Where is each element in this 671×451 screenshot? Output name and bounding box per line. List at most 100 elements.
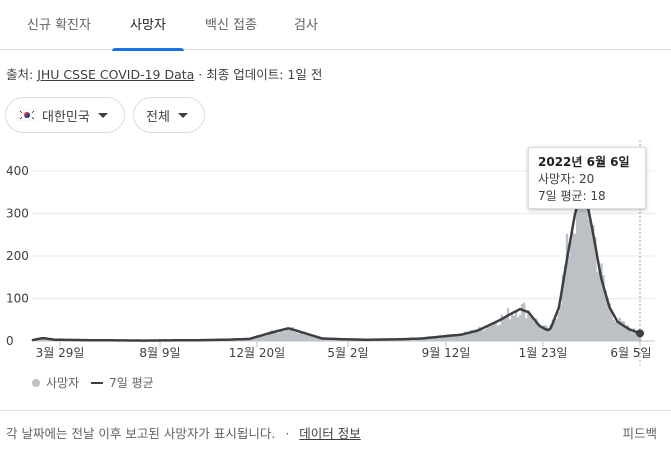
daily-deaths-bar	[626, 325, 630, 341]
daily-deaths-bar	[41, 338, 44, 341]
daily-deaths-bar	[291, 326, 294, 341]
daily-deaths-bar	[590, 229, 593, 341]
hover-point	[636, 329, 644, 338]
tooltip-date: 2022년 6월 6일	[538, 155, 630, 169]
y-tick-label: 400	[6, 164, 29, 178]
range-selector[interactable]: 전체	[133, 97, 205, 133]
legend-average: 7일 평균	[109, 376, 154, 390]
daily-deaths-bar	[270, 330, 274, 341]
daily-deaths-bar	[561, 274, 565, 341]
daily-deaths-bar	[462, 334, 465, 341]
y-tick-label: 0	[6, 334, 14, 348]
daily-deaths-bar	[614, 321, 617, 341]
daily-deaths-bar	[317, 336, 321, 341]
daily-deaths-bar	[287, 329, 290, 341]
daily-deaths-bar	[537, 323, 540, 341]
daily-deaths-bar	[573, 233, 577, 341]
daily-deaths-bar	[486, 325, 489, 341]
deaths-chart[interactable]: 0 100 200 300 400 3월 29일 8월 9일 12월 20일 5월 2일 9월 …	[0, 140, 671, 365]
daily-deaths-bar	[488, 326, 491, 341]
daily-deaths-bar	[577, 158, 581, 341]
daily-deaths-bar	[445, 334, 449, 341]
daily-deaths-bar	[425, 337, 428, 341]
daily-deaths-bar	[281, 329, 284, 341]
daily-deaths-bar	[602, 275, 605, 341]
daily-deaths-bar	[508, 319, 512, 341]
tab-vaccination[interactable]: 백신 접종	[205, 18, 257, 33]
daily-deaths-bar	[423, 338, 426, 341]
daily-deaths-bar	[547, 330, 550, 341]
x-tick-label: 3월 29일	[36, 346, 85, 360]
daily-deaths-bar	[295, 332, 298, 341]
daily-deaths-bar	[620, 321, 624, 341]
bar-legend-swatch	[32, 378, 40, 387]
daily-deaths-bar	[563, 265, 567, 341]
daily-deaths-bar	[512, 315, 516, 341]
daily-deaths-bar	[525, 318, 528, 341]
daily-deaths-bar	[285, 329, 288, 341]
y-tick-label: 300	[6, 207, 29, 221]
daily-deaths-bar	[555, 318, 558, 341]
line-legend-swatch	[91, 381, 104, 384]
daily-deaths-bar	[484, 329, 487, 341]
daily-deaths-bar	[279, 331, 282, 341]
footer: 각 날짜에는 전날 이후 보고된 사망자가 표시됩니다. · 데이터 정보 피드…	[0, 410, 671, 451]
footer-note: 각 날짜에는 전날 이후 보고된 사망자가 표시됩니다. · 데이터 정보	[6, 423, 361, 442]
daily-deaths-bar	[496, 325, 499, 341]
tab-bar: 신규 확진자 사망자 백신 접종 검사	[0, 0, 671, 51]
daily-deaths-bar	[443, 337, 447, 341]
daily-deaths-bar	[311, 336, 314, 341]
daily-deaths-bar	[464, 331, 467, 341]
daily-deaths-bar	[305, 335, 308, 341]
daily-deaths-bar	[435, 337, 438, 341]
daily-deaths-bar	[622, 321, 626, 341]
daily-deaths-bar	[309, 334, 312, 341]
daily-deaths-bar	[531, 317, 534, 341]
footer-note-text: 각 날짜에는 전날 이후 보고된 사망자가 표시됩니다.	[6, 426, 276, 441]
daily-deaths-bar	[636, 333, 640, 341]
daily-deaths-bar	[277, 333, 280, 341]
source-prefix: 출처:	[6, 67, 34, 82]
daily-deaths-bar	[264, 335, 268, 341]
legend-deaths: 사망자	[46, 376, 80, 390]
daily-deaths-bar	[598, 269, 601, 341]
daily-deaths-bar	[586, 187, 589, 341]
daily-deaths-bar	[580, 158, 583, 341]
daily-deaths-bar	[478, 326, 481, 341]
daily-deaths-bar	[472, 332, 475, 341]
daily-deaths-bar	[254, 337, 257, 341]
daily-deaths-bar	[533, 321, 536, 341]
chart-legend: 사망자 7일 평균	[32, 374, 154, 391]
daily-deaths-bar	[458, 335, 461, 341]
tooltip-deaths: 사망자: 20	[538, 172, 595, 186]
daily-deaths-bar	[551, 319, 554, 341]
active-tab-indicator	[112, 48, 184, 51]
footer-separator: ·	[285, 426, 290, 441]
daily-deaths-bar	[439, 336, 443, 341]
daily-deaths-bar	[262, 336, 266, 341]
tab-new-cases[interactable]: 신규 확진자	[27, 18, 91, 33]
country-selector[interactable]: 대한민국	[5, 97, 125, 133]
daily-deaths-bar	[632, 328, 636, 341]
daily-deaths-bar	[510, 313, 514, 341]
daily-deaths-bar	[437, 337, 441, 341]
feedback-link[interactable]: 피드백	[622, 426, 657, 441]
daily-deaths-bar	[592, 225, 595, 341]
data-info-link[interactable]: 데이터 정보	[299, 426, 361, 441]
chevron-down-icon	[177, 112, 188, 118]
daily-deaths-bar	[600, 263, 603, 341]
daily-deaths-bar	[293, 331, 296, 341]
daily-deaths-bar	[624, 326, 628, 341]
tab-testing[interactable]: 검사	[294, 18, 318, 33]
daily-deaths-bar	[455, 334, 459, 341]
daily-deaths-bar	[289, 329, 292, 341]
source-link[interactable]: JHU CSSE COVID-19 Data	[37, 67, 195, 82]
daily-deaths-bar	[608, 303, 611, 341]
daily-deaths-bar	[43, 338, 46, 341]
daily-deaths-bar	[543, 325, 546, 341]
daily-deaths-bar	[301, 334, 304, 341]
daily-deaths-bar	[500, 314, 504, 341]
tab-deaths[interactable]: 사망자	[112, 0, 184, 51]
daily-deaths-bar	[272, 333, 276, 341]
daily-deaths-bar	[447, 335, 451, 341]
